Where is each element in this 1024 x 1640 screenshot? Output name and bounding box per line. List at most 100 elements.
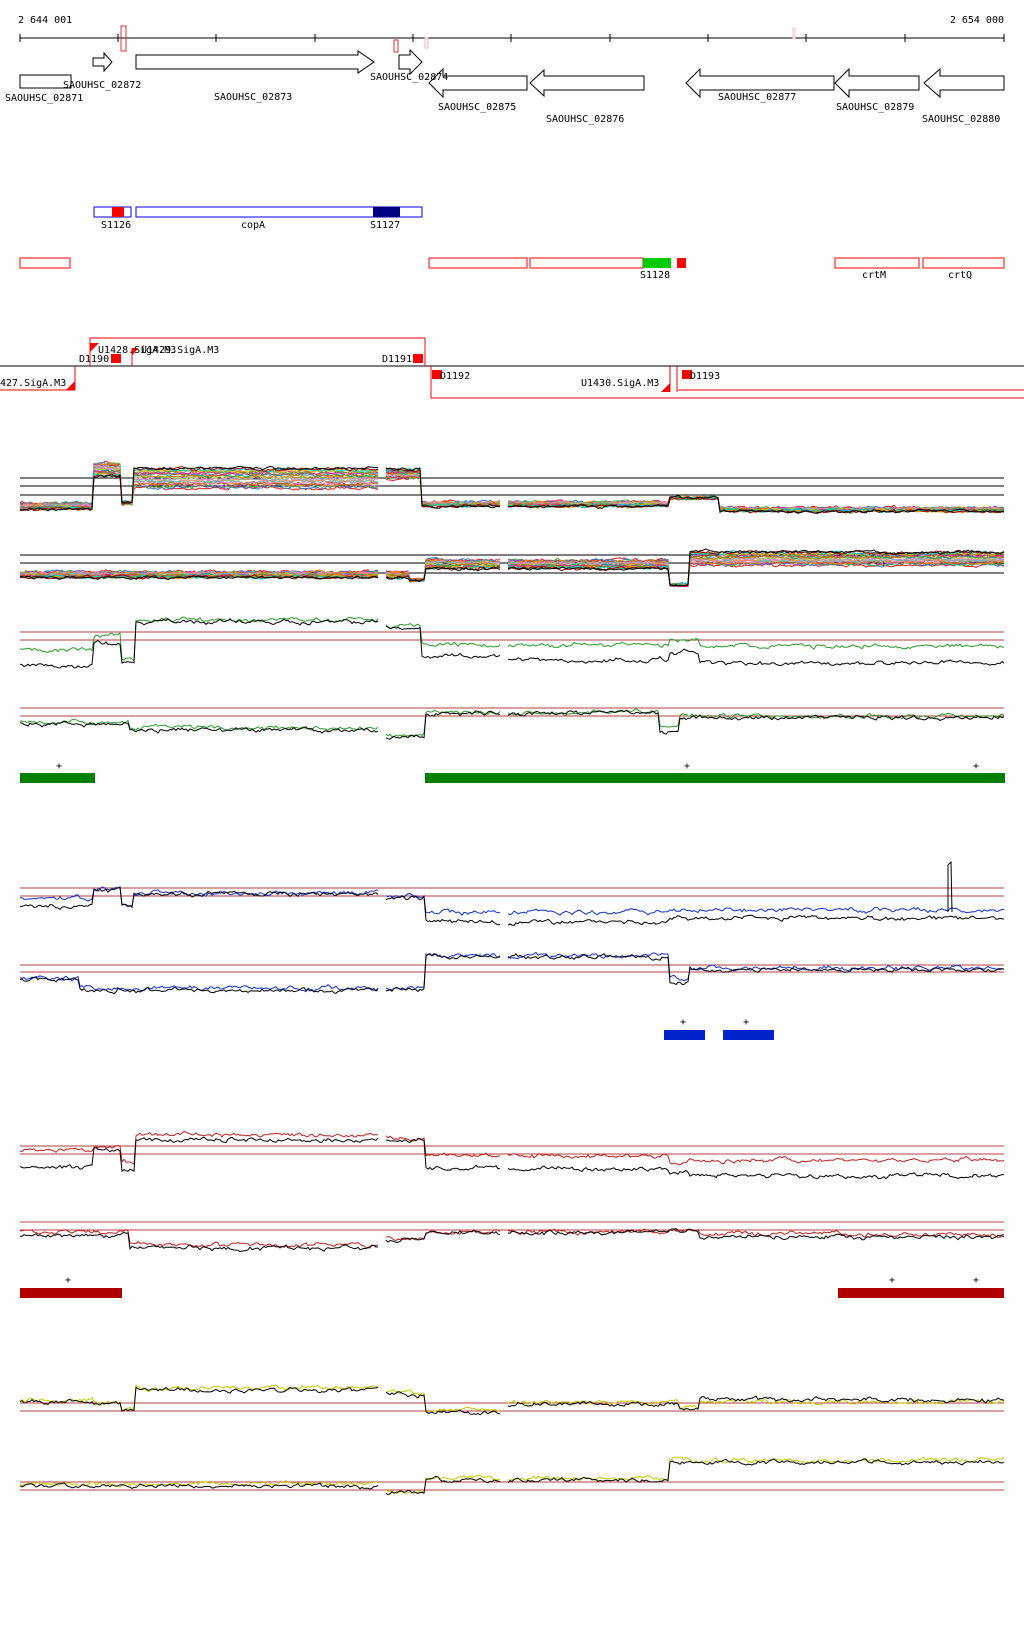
- annotation-feature[interactable]: [19, 257, 71, 269]
- trace-line: [19, 1131, 1005, 1166]
- ruler-marker: [393, 39, 399, 53]
- gene-label: SAOUHSC_02875: [438, 102, 516, 113]
- ruler-marker: [792, 27, 796, 39]
- expression-track-green-bottom: [19, 707, 1005, 740]
- annotation-feature[interactable]: [529, 257, 644, 269]
- trace-line: [20, 885, 1005, 916]
- annotation-feature[interactable]: [112, 207, 124, 217]
- gene-arrow[interactable]: [923, 67, 1005, 99]
- gene-label: SAOUHSC_02877: [718, 92, 796, 103]
- expression-track-green-top: [19, 616, 1005, 669]
- tss-marker[interactable]: [132, 348, 138, 356]
- gene-arrow[interactable]: [398, 48, 423, 76]
- annotation-label: S1128: [640, 270, 670, 281]
- transcript-label: U1429.SigA.M3: [141, 345, 219, 356]
- gene-label: SAOUHSC_02879: [836, 102, 914, 113]
- tss-marker[interactable]: [66, 381, 75, 390]
- annotation-label: crtQ: [948, 270, 972, 281]
- segment-bar[interactable]: [20, 1288, 122, 1298]
- tss-marker[interactable]: [90, 343, 99, 352]
- transcript-track: U1428.SigA.M3 U1429.SigA.M3 D1190 D1191 …: [0, 337, 1024, 399]
- end-coordinate: 2 654 000: [950, 15, 1004, 26]
- tss-marker[interactable]: [661, 383, 670, 392]
- annotation-track-plus: S1126 copA S1127: [93, 206, 423, 231]
- transcript-label: D1192: [440, 371, 470, 382]
- annotation-label: copA: [241, 220, 265, 231]
- expression-track-red-top: [19, 1131, 1005, 1180]
- transcript-end-block[interactable]: [111, 354, 121, 363]
- transcript-end-block[interactable]: [682, 370, 692, 379]
- trace-line: [19, 618, 1005, 669]
- expression-track-multi-bottom: [19, 548, 1005, 588]
- ruler-marker: [120, 25, 127, 52]
- annotation-track-minus: S1128 crtM crtQ: [19, 257, 1005, 281]
- transcript-end-block[interactable]: [432, 370, 442, 379]
- segment-bar[interactable]: [425, 773, 1005, 783]
- trace-line: [19, 1386, 1005, 1416]
- trace-line: [19, 466, 1005, 514]
- transcript-label: D1193: [690, 371, 720, 382]
- gene-arrow[interactable]: [685, 67, 835, 99]
- segment-bars-blue: + +: [664, 1017, 774, 1040]
- coordinate-ruler: 2 644 001 2 654 000: [18, 15, 1005, 53]
- segment-bars-green: + + +: [20, 761, 1005, 783]
- trace-line: [19, 1458, 1005, 1496]
- trace-line: [19, 952, 1005, 995]
- annotation-feature[interactable]: [834, 257, 920, 269]
- annotation-feature[interactable]: [373, 207, 400, 217]
- annotation-feature[interactable]: [428, 257, 528, 269]
- trace-line: [19, 1384, 1005, 1413]
- gene-arrow[interactable]: [529, 68, 645, 98]
- segment-marker: +: [889, 1275, 895, 1286]
- trace-line: [19, 709, 1005, 740]
- trace-line: [19, 1456, 1005, 1495]
- ruler-marker: [424, 37, 429, 49]
- gene-label: SAOUHSC_02880: [922, 114, 1000, 125]
- trace-line: [19, 1136, 1005, 1180]
- transcript-end-block[interactable]: [413, 354, 423, 363]
- gene-labels: SAOUHSC_02871 SAOUHSC_02872 SAOUHSC_0287…: [5, 72, 1000, 125]
- gene-label: SAOUHSC_02872: [63, 80, 141, 91]
- annotation-feature[interactable]: [922, 257, 1005, 269]
- gene-arrow[interactable]: [92, 51, 113, 73]
- annotation-feature[interactable]: [677, 258, 686, 268]
- trace-line: [19, 1227, 1005, 1253]
- segment-marker: +: [56, 761, 62, 772]
- segment-marker: +: [743, 1017, 749, 1028]
- segment-marker: +: [973, 1275, 979, 1286]
- segment-marker: +: [973, 761, 979, 772]
- transcript-label: D1190: [79, 354, 109, 365]
- gene-label: SAOUHSC_02876: [546, 114, 624, 125]
- segment-marker: +: [680, 1017, 686, 1028]
- transcript-line[interactable]: [430, 366, 1024, 399]
- transcript-label: D1191: [382, 354, 412, 365]
- trace-line: [20, 887, 1005, 926]
- segment-bar[interactable]: [723, 1030, 774, 1040]
- segment-bar[interactable]: [664, 1030, 705, 1040]
- trace-line: [19, 616, 1005, 662]
- gene-track: [19, 48, 1005, 99]
- gene-arrow[interactable]: [834, 67, 920, 99]
- segment-bar[interactable]: [20, 773, 95, 783]
- gene-arrow[interactable]: [428, 67, 528, 99]
- annotation-feature[interactable]: [135, 206, 423, 218]
- start-coordinate: 2 644 001: [18, 15, 72, 26]
- expression-track-yellow-bottom: [19, 1456, 1005, 1496]
- gene-arrow[interactable]: [135, 50, 375, 74]
- transcript-label: U1428.SigA.M3: [98, 345, 176, 356]
- trace-line: [947, 860, 953, 913]
- transcript-label: 427.SigA.M3: [0, 378, 66, 389]
- gene-arrow[interactable]: [19, 74, 72, 89]
- expression-track-blue-bottom: [19, 951, 1005, 995]
- annotation-feature[interactable]: [643, 258, 671, 268]
- gene-label: SAOUHSC_02871: [5, 93, 83, 104]
- expression-track-red-bottom: [19, 1221, 1005, 1253]
- annotation-label: crtM: [862, 270, 886, 281]
- segment-marker: +: [65, 1275, 71, 1286]
- gene-label: SAOUHSC_02873: [214, 92, 292, 103]
- gene-label: SAOUHSC_02874: [370, 72, 448, 83]
- annotation-label: S1126: [101, 220, 131, 231]
- segment-bar[interactable]: [838, 1288, 1004, 1298]
